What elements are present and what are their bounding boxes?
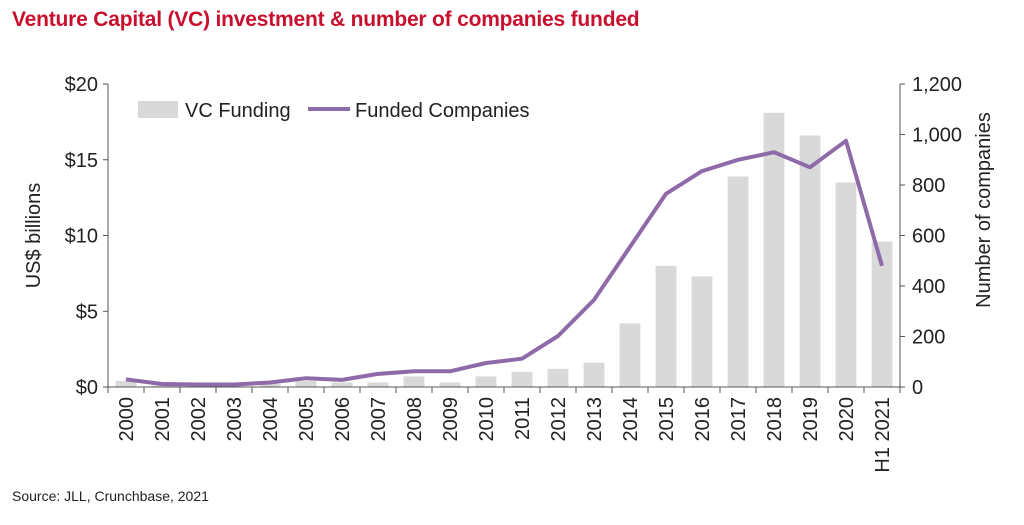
x-tick-label: 2014 (620, 397, 642, 442)
chart-title: Venture Capital (VC) investment & number… (12, 8, 640, 31)
bar-2018 (763, 112, 785, 387)
source-note: Source: JLL, Crunchbase, 2021 (12, 488, 209, 504)
bar-2016 (691, 276, 713, 387)
x-tick-label: H1 2021 (872, 397, 894, 473)
x-tick-label: 2003 (224, 397, 246, 442)
x-tick-label: 2008 (404, 397, 426, 442)
x-tick-label: 2005 (296, 397, 318, 442)
legend-line-label: Funded Companies (355, 100, 530, 122)
legend-bar-swatch (138, 101, 178, 118)
x-tick-label: 2018 (764, 397, 786, 442)
x-tick-label: 2002 (188, 397, 210, 442)
right-tick-label: 600 (912, 226, 945, 248)
left-tick-label: $0 (76, 377, 98, 399)
bar-2010 (475, 376, 497, 387)
left-tick-label: $15 (65, 150, 98, 172)
bar-2006 (331, 382, 353, 387)
bar-2017 (727, 176, 749, 387)
x-tick-label: 2004 (260, 397, 282, 442)
bar-2005 (295, 380, 317, 387)
bar-2007 (367, 382, 389, 387)
bar-2015 (655, 265, 677, 387)
x-tick-label: 2012 (548, 397, 570, 442)
x-tick-label: 2020 (836, 397, 858, 442)
left-tick-label: $20 (65, 74, 98, 96)
left-ticks: $0 $5 $10 $15 $20 (65, 74, 108, 399)
x-tick-label: 2006 (332, 397, 354, 442)
bar-2000 (115, 380, 137, 387)
bar-2013 (583, 362, 605, 387)
bar-2008 (403, 376, 425, 387)
right-tick-label: 1,000 (912, 125, 962, 147)
bars-layer (115, 112, 893, 387)
bar-2009 (439, 382, 461, 387)
bar-2011 (511, 371, 533, 387)
x-tick-label: 2013 (584, 397, 606, 442)
right-tick-label: 800 (912, 175, 945, 197)
funded-companies-line (125, 138, 884, 387)
bar-H1-2021 (871, 241, 893, 387)
x-tick-label: 2019 (800, 397, 822, 442)
left-tick-label: $5 (76, 301, 98, 323)
right-tick-label: 200 (912, 327, 945, 349)
right-tick-label: 400 (912, 276, 945, 298)
bar-2012 (547, 368, 569, 387)
bar-2019 (799, 135, 821, 387)
x-tick-label: 2007 (368, 397, 390, 442)
bar-2001 (151, 385, 173, 387)
x-tick-label: 2015 (656, 397, 678, 442)
right-tick-label: 0 (912, 377, 923, 399)
right-tick-label: 1,200 (912, 74, 962, 96)
bar-2014 (619, 323, 641, 387)
bar-2020 (835, 182, 857, 387)
legend-bar-label: VC Funding (185, 100, 291, 122)
x-tick-label: 2011 (512, 397, 534, 440)
y-axis-label: US$ billions (23, 183, 45, 289)
line-layer (125, 138, 884, 387)
x-tick-label: 2001 (152, 397, 174, 442)
x-ticks: 2000 2001 2002 2003 2004 2005 2006 2007 2008 2009… (107, 387, 901, 473)
x-tick-label: 2016 (692, 397, 714, 442)
x-tick-label: 2017 (728, 397, 750, 442)
x-tick-label: 2010 (476, 397, 498, 442)
legend: VC Funding Funded Companies (138, 100, 530, 122)
x-tick-label: 2009 (440, 397, 462, 442)
left-tick-label: $10 (65, 226, 98, 248)
x-tick-label: 2000 (116, 397, 138, 442)
right-ticks: 0 200 400 600 800 1,000 1,200 (900, 74, 962, 399)
y2-axis-label: Number of companies (973, 112, 995, 308)
bar-2004 (259, 383, 281, 387)
